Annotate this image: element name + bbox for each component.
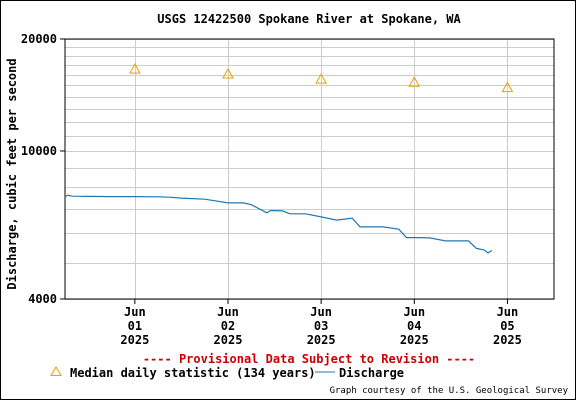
provisional-notice: ---- Provisional Data Subject to Revisio… [143,352,475,366]
y-tick-label: 4000 [28,292,57,306]
x-tick-label: 02 [221,319,235,333]
x-tick-label: Jun [310,305,332,319]
x-tick-label: Jun [217,305,239,319]
grid [65,39,554,300]
series [64,63,514,254]
x-tick-label: 2025 [400,333,429,347]
legend-median-marker [50,366,62,376]
x-tick-label: 03 [314,319,328,333]
x-tick-label: 2025 [214,333,243,347]
usgs-credit: Graph courtesy of the U.S. Geological Su… [330,386,569,396]
legend-median-label: Median daily statistic (134 years) [70,366,316,380]
chart-title: USGS 12422500 Spokane River at Spokane, … [157,12,461,26]
y-axis-ticks: 4000 10000 20000 [21,32,65,306]
discharge-series-line [64,194,493,254]
legend: Median daily statistic (134 years) Disch… [50,366,404,380]
x-tick-label: Jun [403,305,425,319]
y-tick-label: 10000 [21,144,57,158]
x-tick-label: Jun [124,305,146,319]
x-tick-label: 05 [500,319,514,333]
x-tick-label: 2025 [307,333,336,347]
x-tick-label: 01 [128,319,142,333]
median-marker [222,67,234,79]
x-tick-label: 2025 [493,333,522,347]
median-marker [315,73,327,84]
y-axis-label: Discharge, cubic feet per second [5,58,19,289]
legend-discharge-label: Discharge [339,366,404,380]
x-tick-label: 04 [407,319,421,333]
plot-area [64,38,555,300]
median-marker [129,63,141,74]
median-marker [501,81,514,93]
x-tick-label: 2025 [120,333,149,347]
median-marker [408,76,421,87]
x-axis-ticks: Jun012025Jun022025Jun032025Jun042025Jun0… [120,299,522,347]
y-tick-label: 20000 [21,32,57,46]
x-tick-label: Jun [497,305,519,319]
